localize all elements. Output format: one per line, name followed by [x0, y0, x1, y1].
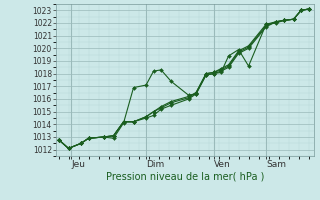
- X-axis label: Pression niveau de la mer( hPa ): Pression niveau de la mer( hPa ): [106, 172, 264, 182]
